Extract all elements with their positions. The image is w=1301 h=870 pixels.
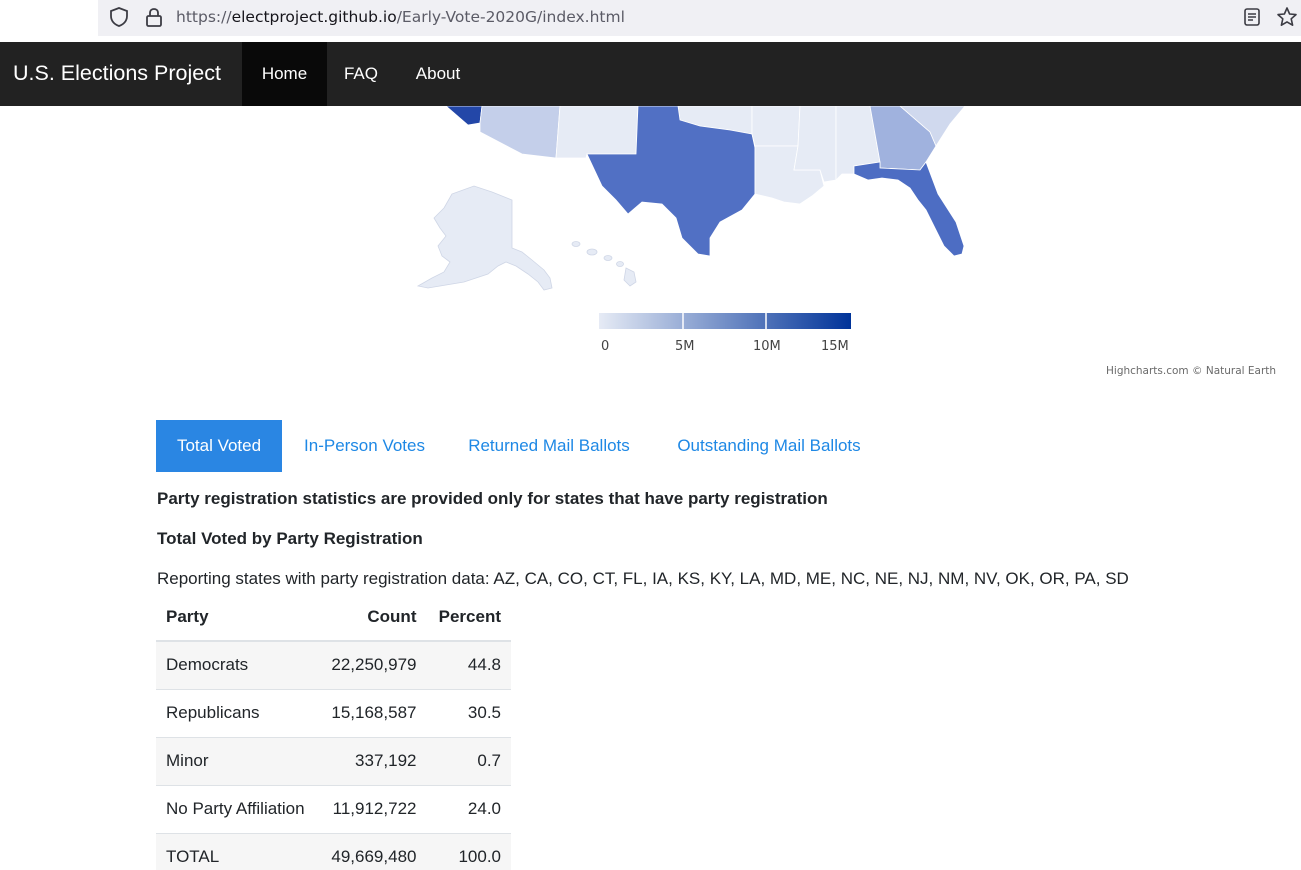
browser-toolbar: https://electproject.github.io/Early-Vot… xyxy=(0,0,1301,42)
column-header-percent: Percent xyxy=(426,594,511,642)
map-state-florida[interactable] xyxy=(853,161,965,257)
party-cell: Republicans xyxy=(156,688,319,737)
map-state-new-mexico[interactable] xyxy=(555,106,639,159)
shield-icon[interactable] xyxy=(108,6,130,28)
tab-total-voted[interactable]: Total Voted xyxy=(156,420,282,472)
column-header-count: Count xyxy=(318,594,427,642)
color-axis-legend xyxy=(599,313,851,329)
brand-link[interactable]: U.S. Elections Project xyxy=(13,61,221,85)
percent-cell: 100.0 xyxy=(426,832,511,870)
map-credits-link[interactable]: Highcharts.com © Natural Earth xyxy=(1106,365,1277,377)
url-text[interactable]: https://electproject.github.io/Early-Vot… xyxy=(176,8,625,26)
section-heading: Total Voted by Party Registration xyxy=(157,529,423,548)
map-state-arizona[interactable] xyxy=(479,106,561,159)
count-cell: 49,669,480 xyxy=(318,832,427,870)
url-path: /Early-Vote-2020G/index.html xyxy=(396,8,625,26)
nav-about[interactable]: About xyxy=(415,64,461,83)
table-row-total: TOTAL 49,669,480 100.0 xyxy=(156,832,511,870)
legend-label-10m: 10M xyxy=(753,339,781,354)
column-header-party: Party xyxy=(156,594,319,642)
us-choropleth-map xyxy=(416,106,966,291)
url-host: electproject.github.io xyxy=(231,8,397,26)
map-state-alaska[interactable] xyxy=(416,185,553,291)
percent-cell: 0.7 xyxy=(426,736,511,785)
count-cell: 337,192 xyxy=(318,736,427,785)
tab-outstanding-mail-ballots[interactable]: Outstanding Mail Ballots xyxy=(677,436,861,455)
tab-in-person-votes[interactable]: In-Person Votes xyxy=(304,436,425,455)
nav-home[interactable]: Home xyxy=(242,42,327,106)
url-prefix: https:// xyxy=(176,8,232,26)
percent-cell: 24.0 xyxy=(426,784,511,833)
table-header-row: Party Count Percent xyxy=(156,594,511,642)
count-cell: 11,912,722 xyxy=(318,784,427,833)
percent-cell: 44.8 xyxy=(426,640,511,689)
nav-faq[interactable]: FAQ xyxy=(343,64,378,83)
table-row: Democrats 22,250,979 44.8 xyxy=(156,640,511,689)
table-row: No Party Affiliation 11,912,722 24.0 xyxy=(156,784,511,833)
percent-cell: 30.5 xyxy=(426,688,511,737)
legend-label-5m: 5M xyxy=(675,339,695,354)
party-registration-table: Party Count Percent Democrats 22,250,979… xyxy=(156,594,511,870)
map-state-california[interactable] xyxy=(445,106,483,126)
party-cell: TOTAL xyxy=(156,832,319,870)
reader-view-icon[interactable] xyxy=(1241,6,1263,28)
bookmark-star-icon[interactable] xyxy=(1275,5,1299,29)
count-cell: 15,168,587 xyxy=(318,688,427,737)
map-state-hawaii[interactable] xyxy=(571,241,637,287)
party-registration-note: Party registration statistics are provid… xyxy=(157,489,828,508)
map-state-arkansas[interactable] xyxy=(751,106,801,147)
count-cell: 22,250,979 xyxy=(318,640,427,689)
party-cell: Democrats xyxy=(156,640,319,689)
table-row: Minor 337,192 0.7 xyxy=(156,736,511,785)
party-cell: Minor xyxy=(156,736,319,785)
map-state-south-carolina[interactable] xyxy=(899,106,966,147)
legend-label-0: 0 xyxy=(601,339,610,354)
address-bar[interactable] xyxy=(98,0,1301,36)
reporting-states-text: Reporting states with party registration… xyxy=(157,569,1129,588)
party-cell: No Party Affiliation xyxy=(156,784,319,833)
map-state-texas[interactable] xyxy=(586,106,756,257)
lock-icon[interactable] xyxy=(143,6,165,28)
tab-returned-mail-ballots[interactable]: Returned Mail Ballots xyxy=(468,436,630,455)
table-row: Republicans 15,168,587 30.5 xyxy=(156,688,511,737)
legend-label-15m: 15M xyxy=(821,339,849,354)
site-navbar: U.S. Elections Project Home FAQ About xyxy=(0,42,1301,106)
